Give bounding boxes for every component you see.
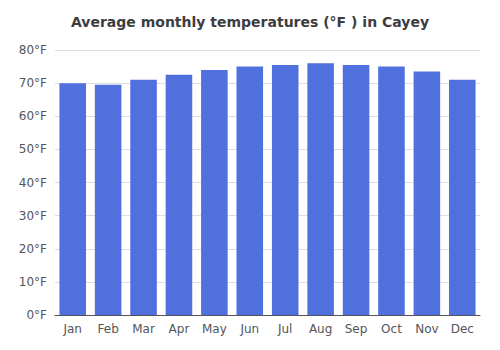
- svg-text:40°F: 40°F: [19, 176, 47, 190]
- svg-text:Jun: Jun: [239, 322, 259, 336]
- svg-text:70°F: 70°F: [19, 76, 47, 90]
- svg-text:Average monthly temperatures (: Average monthly temperatures (°F ) in Ca…: [71, 14, 429, 30]
- svg-text:80°F: 80°F: [19, 43, 47, 57]
- svg-text:50°F: 50°F: [19, 142, 47, 156]
- svg-text:30°F: 30°F: [19, 209, 47, 223]
- svg-text:10°F: 10°F: [19, 275, 47, 289]
- svg-text:Sep: Sep: [345, 322, 368, 336]
- svg-text:Apr: Apr: [169, 322, 190, 336]
- svg-text:Feb: Feb: [98, 322, 119, 336]
- svg-text:Nov: Nov: [415, 322, 438, 336]
- svg-text:Mar: Mar: [132, 322, 155, 336]
- svg-text:Jul: Jul: [277, 322, 292, 336]
- svg-text:Oct: Oct: [381, 322, 402, 336]
- svg-text:Jan: Jan: [62, 322, 82, 336]
- svg-text:0°F: 0°F: [26, 308, 47, 322]
- svg-text:Dec: Dec: [451, 322, 474, 336]
- svg-text:20°F: 20°F: [19, 242, 47, 256]
- svg-text:Aug: Aug: [309, 322, 332, 336]
- svg-text:60°F: 60°F: [19, 109, 47, 123]
- svg-text:May: May: [202, 322, 227, 336]
